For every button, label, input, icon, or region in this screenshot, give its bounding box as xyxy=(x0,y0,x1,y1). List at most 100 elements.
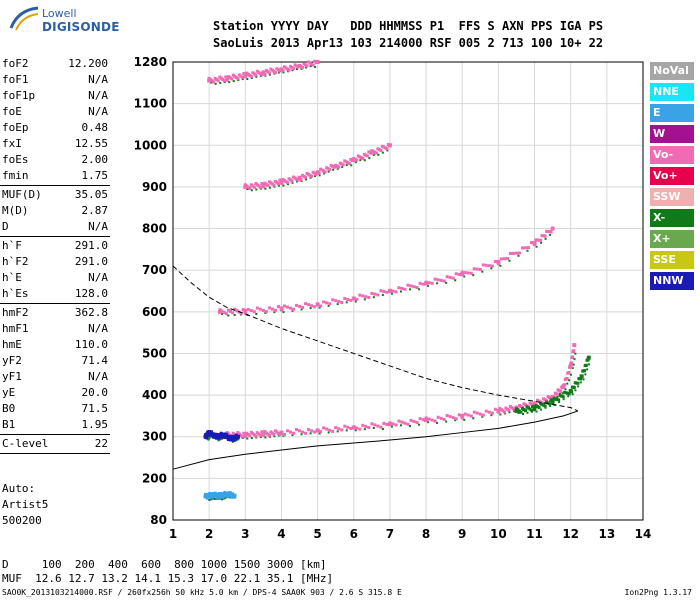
legend-item: NNW xyxy=(650,272,694,290)
data-point xyxy=(279,179,284,184)
data-point xyxy=(460,270,464,274)
data-point xyxy=(291,181,294,184)
data-point xyxy=(269,181,273,185)
data-point xyxy=(519,405,523,409)
data-point xyxy=(218,309,222,314)
data-point xyxy=(478,412,482,416)
data-point xyxy=(351,425,356,430)
data-point xyxy=(307,428,311,432)
data-point xyxy=(305,66,308,69)
data-point xyxy=(276,305,280,309)
data-point xyxy=(313,430,317,434)
data-point xyxy=(311,63,315,67)
data-point xyxy=(540,402,544,406)
data-point xyxy=(475,267,479,271)
data-point xyxy=(315,428,320,433)
data-point xyxy=(225,431,229,435)
data-point xyxy=(363,428,366,431)
data-point xyxy=(246,437,249,440)
param-value: N/A xyxy=(88,370,108,383)
param-row: D N/A xyxy=(0,219,110,235)
data-point xyxy=(222,79,226,83)
data-point xyxy=(445,275,449,279)
data-point xyxy=(370,291,374,295)
data-point xyxy=(490,264,494,268)
data-point xyxy=(436,415,440,419)
param-label: foF1p xyxy=(2,89,36,102)
data-point xyxy=(536,398,540,402)
data-point xyxy=(309,65,312,68)
data-point xyxy=(314,65,317,68)
data-point xyxy=(292,431,296,435)
data-point xyxy=(481,270,484,273)
data-point xyxy=(255,188,258,191)
data-point xyxy=(293,63,297,67)
data-point xyxy=(252,310,256,314)
data-point xyxy=(543,398,547,402)
param-row: C-level 22 xyxy=(0,436,110,452)
data-point xyxy=(381,293,384,296)
data-point xyxy=(224,312,228,316)
data-point xyxy=(469,414,473,418)
data-point xyxy=(568,379,571,382)
data-point xyxy=(563,383,567,387)
data-point xyxy=(231,431,235,435)
series-line-profile xyxy=(172,410,579,470)
data-point xyxy=(359,156,363,160)
data-point xyxy=(385,290,389,294)
legend-item: W xyxy=(650,125,694,143)
data-point xyxy=(451,276,455,280)
data-point xyxy=(315,60,320,64)
data-point xyxy=(539,401,543,405)
data-point xyxy=(570,361,574,365)
data-point xyxy=(382,145,386,149)
param-row: foF1p N/A xyxy=(0,88,110,104)
data-point xyxy=(354,429,357,432)
data-point xyxy=(511,251,515,255)
param-row: fxI 12.55 xyxy=(0,136,110,152)
data-point xyxy=(208,498,211,501)
data-point xyxy=(301,173,305,177)
x-tick-label: 4 xyxy=(277,527,285,541)
x-tick-label: 12 xyxy=(562,527,579,541)
data-point xyxy=(258,433,262,437)
data-point xyxy=(340,301,344,305)
data-point xyxy=(558,401,561,404)
data-point xyxy=(557,398,561,402)
data-point xyxy=(255,431,259,435)
data-point xyxy=(319,304,323,308)
data-point xyxy=(365,154,369,158)
data-point xyxy=(571,393,574,396)
data-point xyxy=(287,177,291,181)
data-point xyxy=(313,59,317,63)
data-point xyxy=(337,165,341,169)
legend-item: Vo+ xyxy=(650,167,694,185)
param-value: 12.200 xyxy=(68,57,108,70)
data-point xyxy=(221,432,226,437)
data-point xyxy=(254,73,258,77)
data-point xyxy=(499,257,503,261)
data-point xyxy=(508,252,512,256)
data-point xyxy=(325,166,329,170)
data-point xyxy=(295,64,299,68)
data-point xyxy=(448,275,452,279)
param-value: 20.0 xyxy=(81,386,109,399)
data-point xyxy=(582,378,585,381)
data-point xyxy=(276,431,280,435)
data-point xyxy=(228,436,233,441)
data-point xyxy=(517,254,520,257)
param-row: yE 20.0 xyxy=(0,385,110,401)
data-point xyxy=(237,438,240,441)
data-point xyxy=(369,150,374,155)
data-point xyxy=(337,427,341,431)
param-group-profile: hmF2 362.8 hmF1 N/A hmE 110.0 yF2 71.4 yF1 N/A yE 2… xyxy=(0,305,110,433)
data-point xyxy=(225,491,230,496)
param-row: M(D) 2.87 xyxy=(0,203,110,219)
data-point xyxy=(481,263,485,267)
data-point xyxy=(430,281,434,285)
data-point xyxy=(250,437,253,440)
data-point xyxy=(219,76,223,80)
data-point xyxy=(499,408,503,412)
data-point xyxy=(215,78,219,82)
data-point xyxy=(586,355,591,360)
